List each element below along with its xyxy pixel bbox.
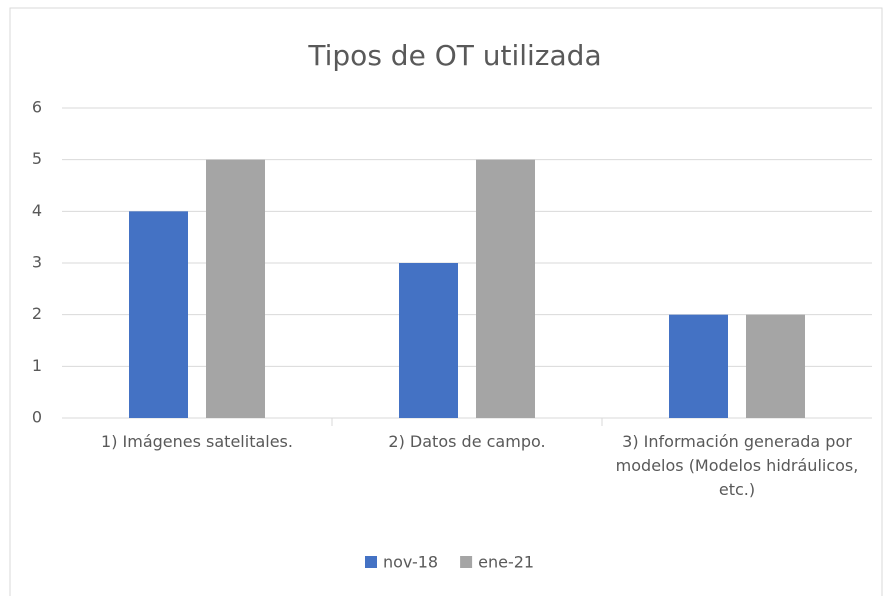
- y-tick-label: 1: [32, 356, 42, 375]
- x-tick-label: 3) Información generada por modelos (Mod…: [615, 432, 859, 499]
- legend-label: ene-21: [478, 553, 534, 572]
- bar: [206, 159, 265, 418]
- bar: [476, 159, 535, 418]
- x-tick-label: 2) Datos de campo.: [388, 432, 546, 451]
- y-tick-label: 0: [32, 408, 42, 427]
- legend-swatch: [365, 556, 377, 568]
- y-tick-label: 2: [32, 304, 42, 323]
- bar: [669, 314, 728, 418]
- legend-swatch: [460, 556, 473, 568]
- y-tick-label: 4: [32, 201, 42, 220]
- y-tick-label: 5: [32, 149, 42, 168]
- chart-title: Tipos de OT utilizada: [307, 39, 601, 72]
- bar: [399, 263, 458, 418]
- y-tick-label: 3: [32, 253, 42, 272]
- legend-label: nov-18: [383, 553, 438, 572]
- bar: [746, 314, 805, 418]
- bar: [129, 211, 188, 418]
- y-tick-label: 6: [32, 98, 42, 117]
- x-tick-label: 1) Imágenes satelitales.: [101, 432, 293, 451]
